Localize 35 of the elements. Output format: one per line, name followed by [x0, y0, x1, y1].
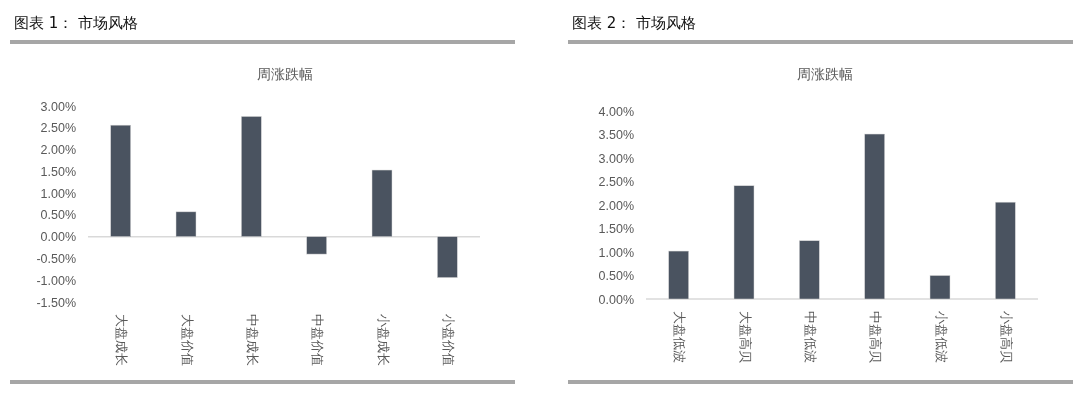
y-tick-label: 1.50% [598, 222, 634, 236]
chart-subtitle: 周涨跌幅 [257, 66, 313, 82]
x-tick-label: 大盘价值 [179, 314, 195, 366]
x-tick-label: 中盘高贝 [868, 311, 884, 363]
x-tick-label: 大盘高贝 [737, 311, 753, 363]
x-tick-label: 大盘低波 [672, 311, 688, 363]
x-tick-label: 小盘低波 [933, 311, 949, 363]
chart-title: 图表 1： 市场风格 [14, 14, 139, 32]
x-tick-label: 中盘价值 [310, 314, 326, 366]
y-tick-label: 3.00% [40, 99, 76, 114]
y-tick-label: 3.00% [598, 151, 634, 166]
y-tick-label: 1.00% [598, 245, 634, 260]
x-tick-label: 小盘高贝 [998, 311, 1014, 363]
x-tick-label: 中盘低波 [802, 311, 818, 363]
x-tick-label: 小盘价值 [440, 314, 456, 366]
y-tick-label: 4.00% [598, 104, 634, 119]
y-tick-label: -0.50% [36, 251, 76, 266]
y-tick-label: -1.50% [36, 295, 76, 310]
y-tick-label: 0.00% [598, 292, 634, 307]
x-tick-label: 中盘成长 [244, 314, 260, 366]
chart-subtitle: 周涨跌幅 [797, 66, 853, 82]
y-tick-label: 0.50% [40, 208, 76, 223]
x-tick-label: 小盘成长 [375, 314, 391, 366]
y-tick-label: 3.50% [598, 128, 634, 142]
chart-title: 图表 2： 市场风格 [572, 14, 697, 32]
y-tick-label: -1.00% [36, 273, 76, 288]
x-tick-label: 大盘成长 [114, 314, 130, 366]
y-tick-label: 2.00% [598, 198, 634, 213]
y-tick-label: 0.50% [598, 269, 634, 283]
y-tick-label: 2.50% [40, 121, 76, 136]
y-tick-label: 2.00% [40, 143, 76, 158]
y-tick-label: 1.50% [40, 164, 76, 179]
y-tick-label: 0.00% [40, 230, 76, 245]
y-tick-label: 2.50% [598, 175, 634, 189]
y-tick-label: 1.00% [40, 186, 76, 201]
